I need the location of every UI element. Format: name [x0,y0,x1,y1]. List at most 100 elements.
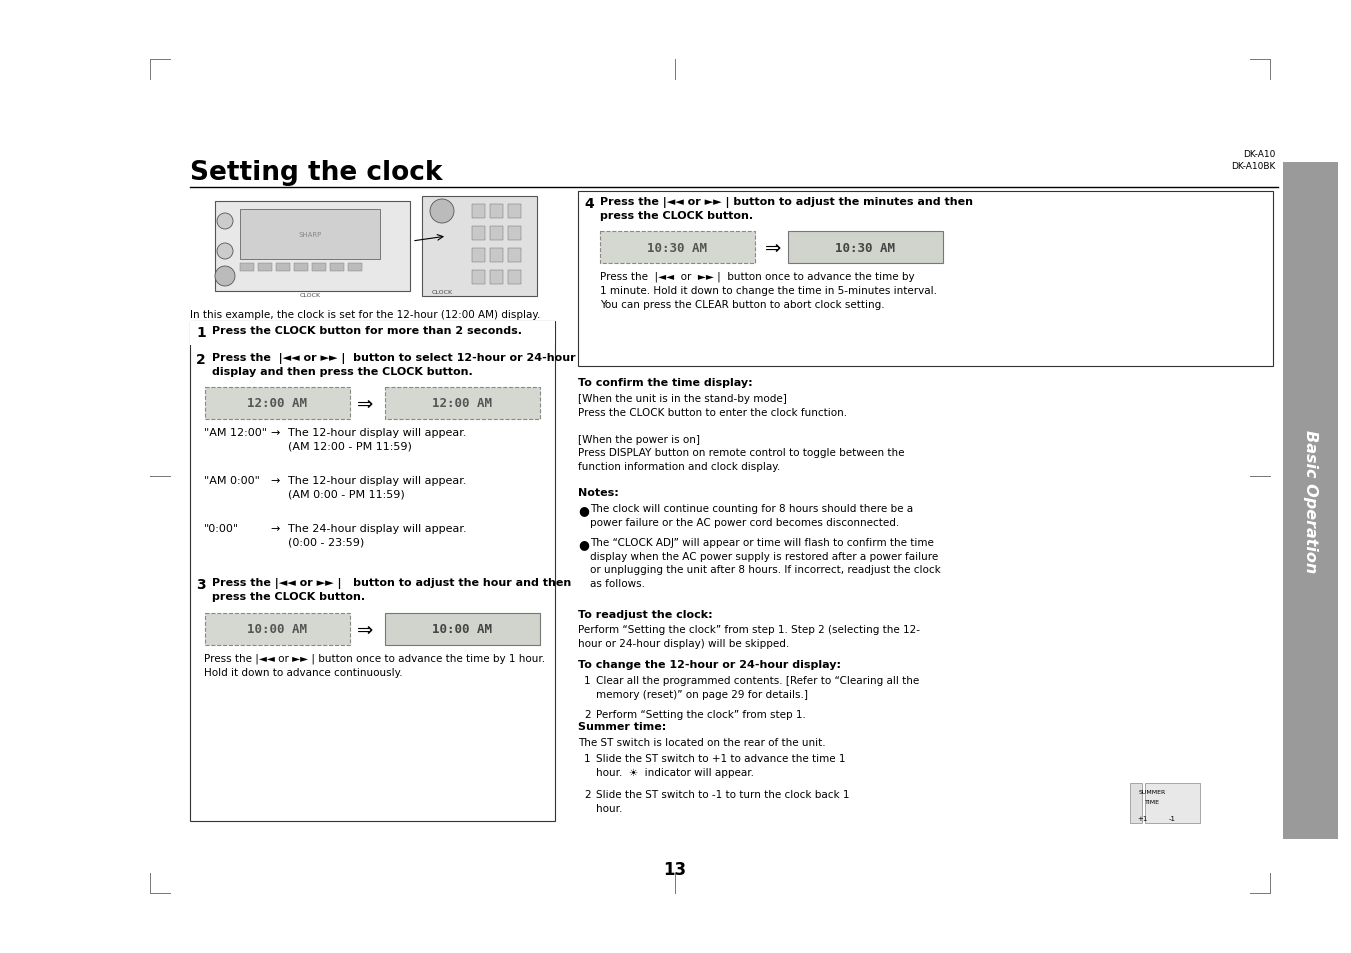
Text: Summer time:: Summer time: [578,721,666,731]
Text: Perform “Setting the clock” from step 1. Step 2 (selecting the 12-
hour or 24-ho: Perform “Setting the clock” from step 1.… [578,624,920,648]
Bar [240,264,254,272]
Text: To readjust the clock:: To readjust the clock: [578,609,712,619]
Text: 10:00 AM: 10:00 AM [432,623,492,636]
Text: CLOCK: CLOCK [431,290,453,294]
Bar [385,388,540,419]
Text: 10:00 AM: 10:00 AM [247,623,307,636]
Circle shape [218,213,232,230]
Text: Slide the ST switch to -1 to turn the clock back 1
hour.: Slide the ST switch to -1 to turn the cl… [596,789,850,813]
Bar [330,264,345,272]
Text: To change the 12-hour or 24-hour display:: To change the 12-hour or 24-hour display… [578,659,842,669]
Bar [471,227,485,241]
Bar [349,264,362,272]
Bar [1129,783,1142,823]
Circle shape [218,244,232,260]
Bar [490,271,503,285]
Bar [295,264,308,272]
Text: ⇒: ⇒ [357,395,373,413]
Circle shape [430,200,454,224]
Text: (AM 0:00 - PM 11:59): (AM 0:00 - PM 11:59) [288,490,405,499]
Bar [215,202,409,292]
Text: →: → [270,428,280,437]
Text: "AM 0:00": "AM 0:00" [204,476,259,485]
Bar [508,249,521,263]
Text: (AM 12:00 - PM 11:59): (AM 12:00 - PM 11:59) [288,441,412,452]
Bar [258,264,272,272]
Text: TIME: TIME [1144,800,1159,804]
Bar [490,205,503,219]
Text: Press the  |◄◄ or ►► |  button to select 12-hour or 24-hour: Press the |◄◄ or ►► | button to select 1… [212,353,576,364]
Bar [422,196,536,296]
Bar [578,192,1273,367]
Bar [600,232,755,264]
Text: DK-A10BK: DK-A10BK [1231,162,1275,171]
Text: 3: 3 [196,578,205,592]
Bar [508,227,521,241]
Text: In this example, the clock is set for the 12-hour (12:00 AM) display.: In this example, the clock is set for th… [190,310,540,319]
Text: Notes:: Notes: [578,488,619,497]
Text: Slide the ST switch to +1 to advance the time 1
hour.  ☀  indicator will appear.: Slide the ST switch to +1 to advance the… [596,753,846,777]
Bar [1146,783,1200,823]
Text: press the CLOCK button.: press the CLOCK button. [600,211,753,221]
Text: CLOCK: CLOCK [300,293,320,297]
Bar [508,271,521,285]
Bar [471,249,485,263]
Text: →: → [270,523,280,534]
Bar [788,232,943,264]
Bar [240,210,380,260]
Bar [205,614,350,645]
Text: +1: +1 [1136,815,1147,821]
Text: 1: 1 [584,676,590,685]
Text: Perform “Setting the clock” from step 1.: Perform “Setting the clock” from step 1. [596,709,807,720]
Text: Press the |◄◄ or ►► |   button to adjust the hour and then: Press the |◄◄ or ►► | button to adjust t… [212,578,571,588]
Text: 13: 13 [663,861,686,878]
Bar [1283,163,1337,840]
Text: The 12-hour display will appear.: The 12-hour display will appear. [288,428,466,437]
Text: "AM 12:00": "AM 12:00" [204,428,267,437]
Text: 10:30 AM: 10:30 AM [835,241,894,254]
Bar [205,388,350,419]
Text: SUMMER: SUMMER [1139,789,1166,794]
Bar [312,264,326,272]
Text: 2: 2 [196,353,205,367]
Text: 12:00 AM: 12:00 AM [247,397,307,410]
Text: ●: ● [578,503,589,517]
Text: The ST switch is located on the rear of the unit.: The ST switch is located on the rear of … [578,738,825,747]
Bar [190,322,555,821]
Text: ●: ● [578,537,589,551]
Text: 10:30 AM: 10:30 AM [647,241,707,254]
Text: Press the  |◄◄  or  ►► |  button once to advance the time by
1 minute. Hold it d: Press the |◄◄ or ►► | button once to adv… [600,272,938,310]
Text: 2: 2 [584,789,590,800]
Text: (0:00 - 23:59): (0:00 - 23:59) [288,537,365,547]
Text: 2: 2 [584,709,590,720]
Bar [190,322,555,346]
Bar [276,264,290,272]
Bar [508,205,521,219]
Text: Clear all the programmed contents. [Refer to “Clearing all the
memory (reset)” o: Clear all the programmed contents. [Refe… [596,676,919,699]
Text: "0:00": "0:00" [204,523,239,534]
Text: Press the |◄◄ or ►► | button to adjust the minutes and then: Press the |◄◄ or ►► | button to adjust t… [600,196,973,208]
Text: Setting the clock: Setting the clock [190,160,443,186]
Bar [385,614,540,645]
Text: 1: 1 [196,326,205,339]
Text: The 12-hour display will appear.: The 12-hour display will appear. [288,476,466,485]
Text: Press the CLOCK button for more than 2 seconds.: Press the CLOCK button for more than 2 s… [212,326,521,335]
Text: -1: -1 [1169,815,1175,821]
Circle shape [215,267,235,287]
Text: The “CLOCK ADJ” will appear or time will flash to confirm the time
display when : The “CLOCK ADJ” will appear or time will… [590,537,940,588]
Text: Press the |◄◄ or ►► | button once to advance the time by 1 hour.
Hold it down to: Press the |◄◄ or ►► | button once to adv… [204,654,544,678]
Text: To confirm the time display:: To confirm the time display: [578,377,753,388]
Bar [490,249,503,263]
Text: 1: 1 [584,753,590,763]
Text: ⇒: ⇒ [357,619,373,639]
Text: SHARP: SHARP [299,232,322,237]
Bar [490,227,503,241]
Text: →: → [270,476,280,485]
Text: DK-A10: DK-A10 [1243,150,1275,159]
Text: [When the unit is in the stand-by mode]
Press the CLOCK button to enter the cloc: [When the unit is in the stand-by mode] … [578,394,905,472]
Bar [471,271,485,285]
Bar [471,205,485,219]
Text: 12:00 AM: 12:00 AM [432,397,492,410]
Text: The clock will continue counting for 8 hours should there be a
power failure or : The clock will continue counting for 8 h… [590,503,913,527]
Text: Basic Operation: Basic Operation [1302,430,1319,573]
